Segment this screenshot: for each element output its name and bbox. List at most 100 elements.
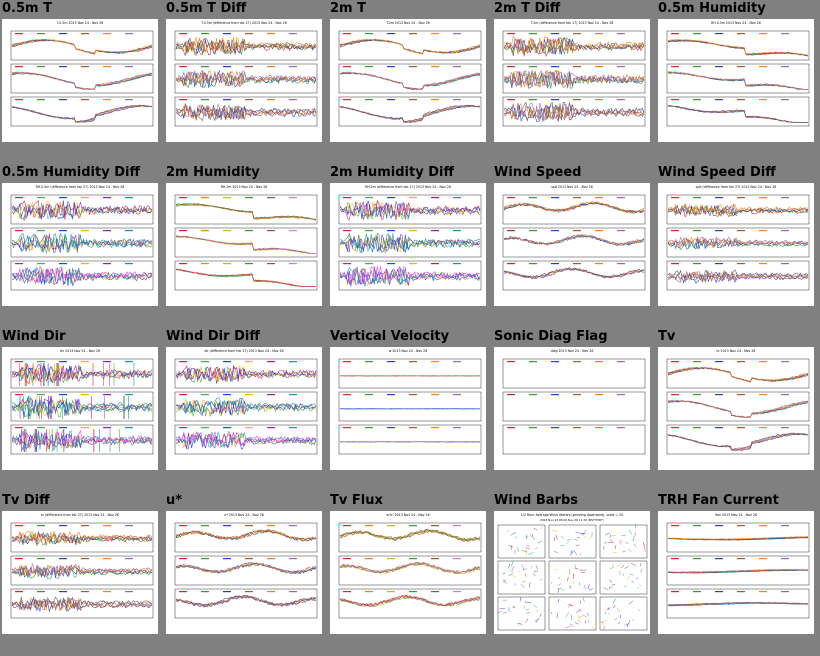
- wind-vector: [521, 580, 526, 583]
- trace-line: [667, 269, 809, 281]
- trace-line: [667, 71, 808, 90]
- legend-entry: [781, 427, 789, 429]
- plot-thumbnail-tv-flux[interactable]: w'tc' 2013 Nov 24 - Nov 26: [330, 511, 486, 634]
- legend-entry: [289, 263, 297, 265]
- trace-line: [667, 432, 809, 450]
- legend-entry: [59, 558, 67, 560]
- wind-vector: [560, 535, 564, 539]
- wind-vector: [526, 534, 528, 538]
- plot-thumbnail-trh-fan-current[interactable]: Ifan 2013 Nov 24 - Nov 26: [658, 511, 814, 634]
- wind-vector: [570, 550, 572, 556]
- legend-entry: [715, 427, 723, 429]
- plot-thumbnail-wind-dir-diff[interactable]: dir (difference from tdc 27) 2013 Nov 24…: [166, 347, 322, 470]
- wind-vector: [521, 564, 525, 570]
- plot-thumbnail-2m-humidity-diff[interactable]: RH.2m (difference from tdc 17) 2013 Nov …: [330, 183, 486, 306]
- trace-line: [667, 569, 809, 573]
- trace-line: [11, 71, 153, 90]
- legend-entry: [245, 394, 253, 396]
- legend-entry: [15, 525, 23, 527]
- thumbnail-plot-title: w'tc' 2013 Nov 24 - Nov 26: [386, 513, 429, 517]
- legend-entry: [81, 558, 89, 560]
- plot-thumbnail-2m-t-diff[interactable]: T.2m (difference from tdc 17) 2013 Nov 2…: [494, 19, 650, 142]
- legend-entry: [179, 591, 187, 593]
- wind-vector: [608, 613, 611, 615]
- wind-vector: [539, 578, 542, 581]
- plot-thumbnail-wind-barbs[interactable]: 1/2 Hour Average Wind Vectors (pointing …: [494, 511, 650, 634]
- trace-line: [12, 564, 153, 578]
- plot-tile-title: u*: [166, 493, 183, 508]
- legend-entry: [245, 66, 253, 68]
- legend-entry: [343, 230, 351, 232]
- subplot-panel: [10, 30, 154, 61]
- legend-entry: [551, 394, 559, 396]
- trace-line: [175, 528, 317, 541]
- plot-thumbnail-wind-dir[interactable]: dir 2013 Nov 24 - Nov 26: [2, 347, 158, 470]
- legend-entry: [387, 197, 395, 199]
- legend-entry: [365, 525, 373, 527]
- plot-thumbnail-tv[interactable]: tc 2013 Nov 24 - Nov 26: [658, 347, 814, 470]
- legend-entry: [365, 394, 373, 396]
- legend-entry: [693, 394, 701, 396]
- wind-vector: [602, 622, 605, 626]
- wind-vector: [566, 541, 569, 544]
- wind-vector: [560, 544, 565, 546]
- legend-entry: [431, 525, 439, 527]
- plot-thumbnail-0-5m-humidity-diff[interactable]: RH.0.5m (difference from tdc 27) 2013 No…: [2, 183, 158, 306]
- legend-entry: [223, 427, 231, 429]
- legend-entry: [715, 361, 723, 363]
- legend-entry: [223, 197, 231, 199]
- plot-thumbnail-2m-humidity[interactable]: RH.2m 2013 Nov 24 - Nov 26: [166, 183, 322, 306]
- plot-tile-title: Tv Diff: [2, 493, 50, 508]
- barb-panel: [548, 596, 597, 631]
- plot-thumbnail-u-star[interactable]: u* 2013 Nov 24 - Nov 26: [166, 511, 322, 634]
- trace-line: [11, 236, 153, 254]
- trace-line: [339, 200, 481, 219]
- legend-entry: [103, 525, 111, 527]
- legend-entry: [59, 427, 67, 429]
- plot-thumbnail-0-5m-t[interactable]: T.0.5m 2013 Nov 24 - Nov 26: [2, 19, 158, 142]
- thumbnail-plot-title: dir 2013 Nov 24 - Nov 26: [60, 349, 100, 353]
- legend-entry: [267, 525, 275, 527]
- legend-entry: [245, 230, 253, 232]
- legend-entry: [289, 427, 297, 429]
- legend-entry: [365, 66, 373, 68]
- wind-vector: [533, 573, 536, 576]
- legend-entry: [387, 33, 395, 35]
- legend-entry: [431, 33, 439, 35]
- legend-entry: [573, 33, 581, 35]
- subplot-panel: [174, 227, 318, 258]
- trace-line: [175, 595, 317, 608]
- legend-entry: [529, 361, 537, 363]
- plot-thumbnail-sonic-diag-flag[interactable]: diag 2013 Nov 24 - Nov 26: [494, 347, 650, 470]
- trace-line: [339, 38, 481, 54]
- plot-thumbnail-0-5m-humidity[interactable]: RH.0.5m 2013 Nov 24 - Nov 26: [658, 19, 814, 142]
- trace-line: [667, 236, 809, 248]
- wind-vector: [631, 580, 634, 583]
- plot-thumbnail-0-5m-t-diff[interactable]: T.0.5m (difference from tdc 27) 2013 Nov…: [166, 19, 322, 142]
- trace-line: [11, 365, 153, 384]
- plot-thumbnail-wind-speed[interactable]: spd 2013 Nov 24 - Nov 26: [494, 183, 650, 306]
- legend-entry: [343, 361, 351, 363]
- trace-line: [667, 271, 809, 284]
- barb-panel: [599, 596, 648, 631]
- trace-line: [667, 270, 809, 282]
- legend-entry: [595, 361, 603, 363]
- legend-entry: [573, 230, 581, 232]
- trace-line: [503, 37, 645, 55]
- plot-thumbnail-vertical-velocity[interactable]: w 2013 Nov 24 - Nov 26: [330, 347, 486, 470]
- legend-entry: [81, 263, 89, 265]
- plot-thumbnail-2m-t[interactable]: T.2m 2013 Nov 24 - Nov 26: [330, 19, 486, 142]
- barb-panel: [497, 524, 546, 559]
- legend-entry: [201, 197, 209, 199]
- legend-entry: [781, 197, 789, 199]
- legend-entry: [201, 263, 209, 265]
- legend-entry: [759, 197, 767, 199]
- wind-vector: [567, 577, 569, 582]
- legend-entry: [59, 33, 67, 35]
- legend-entry: [179, 394, 187, 396]
- trace-line: [667, 433, 809, 451]
- legend-entry: [617, 394, 625, 396]
- plot-thumbnail-wind-speed-diff[interactable]: spd (difference from tdc 27) 2013 Nov 24…: [658, 183, 814, 306]
- plot-thumbnail-tv-diff[interactable]: tc (difference from tdc 27) 2013 Nov 24 …: [2, 511, 158, 634]
- trace-line: [503, 69, 645, 88]
